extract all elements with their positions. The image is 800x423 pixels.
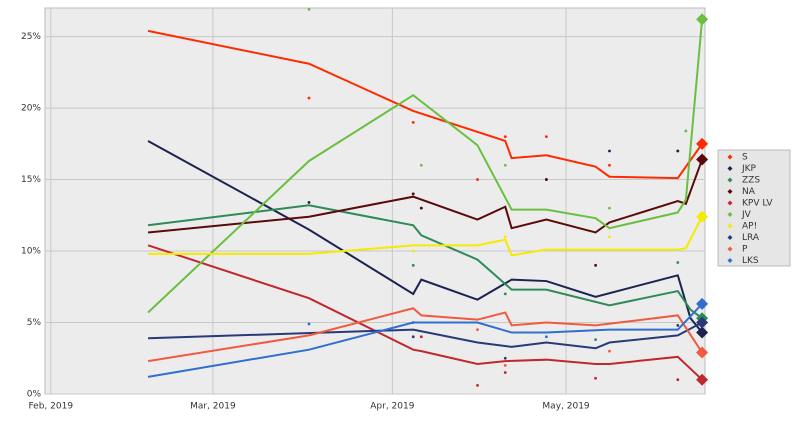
trend-line [147, 303, 703, 378]
trend-line [147, 29, 703, 180]
poll-dot [476, 328, 479, 332]
poll-dot [411, 192, 415, 196]
poll-dot [594, 338, 597, 342]
legend-marker [727, 258, 733, 263]
poll-dot [419, 206, 423, 210]
x-tick-label: May, 2019 [542, 402, 590, 412]
trend-line [147, 19, 704, 314]
result-marker [696, 137, 709, 150]
trend-line [148, 216, 703, 257]
result-marker [696, 210, 709, 223]
poll-dot [676, 149, 680, 153]
x-tick-label: Mar, 2019 [190, 402, 236, 412]
poll-dot [594, 376, 597, 380]
poll-dot [411, 263, 415, 267]
result-marker [696, 326, 709, 339]
poll-dot [503, 163, 507, 167]
poll-dot [307, 96, 311, 100]
trend-line [148, 321, 703, 350]
poll-dot [608, 235, 611, 239]
legend-marker [727, 235, 733, 240]
trend-line [147, 307, 703, 363]
legend-label: NA [742, 187, 756, 197]
y-tick-label: 10% [21, 247, 41, 257]
poll-dot [503, 135, 507, 139]
result-marker [696, 346, 709, 359]
result-marker [696, 13, 709, 26]
plot-area [44, 7, 706, 395]
poll-dot [676, 378, 680, 382]
legend-marker [727, 177, 733, 183]
poll-dot [544, 178, 548, 181]
y-tick-label: 0% [27, 390, 42, 400]
poll-dot [307, 201, 311, 204]
legend-label: AP! [742, 222, 757, 232]
legend-label: LKS [742, 256, 759, 266]
legend-label: JV [741, 210, 752, 220]
poll-dot [676, 323, 680, 327]
trend-line [147, 140, 703, 334]
poll-dot [503, 356, 507, 360]
poll-dot [608, 349, 611, 353]
poll-dot [411, 335, 415, 339]
poll-dot [476, 384, 479, 387]
poll-dot [544, 335, 548, 339]
legend-label: LRA [742, 233, 760, 243]
legend-marker [727, 200, 733, 206]
poll-dot [503, 292, 507, 296]
y-tick-label: 5% [27, 318, 42, 328]
poll-dot [503, 235, 507, 239]
legend-marker [727, 212, 733, 217]
legend-label: P [742, 245, 748, 255]
poll-dot [684, 129, 688, 133]
legend-marker [727, 223, 733, 229]
poll-dot [608, 206, 611, 210]
poll-dot [503, 371, 507, 374]
x-tick-label: Apr, 2019 [370, 402, 414, 412]
poll-dot [503, 364, 507, 367]
poll-dot [676, 261, 680, 264]
poll-dot [476, 178, 479, 181]
poll-dot [307, 322, 311, 326]
legend-marker [727, 166, 733, 171]
poll-dot [608, 149, 611, 153]
y-tick-label: 20% [21, 104, 41, 114]
poll-dot [594, 263, 597, 267]
legend-marker [727, 154, 733, 160]
x-tick-label: Feb, 2019 [29, 402, 74, 412]
poll-dot [419, 335, 423, 339]
poll-dot [608, 163, 611, 167]
poll-dot [307, 8, 311, 11]
poll-dot [544, 135, 548, 139]
y-tick-label: 15% [21, 175, 41, 185]
result-marker [696, 373, 709, 386]
poll-dot [411, 120, 415, 124]
result-marker [696, 316, 709, 329]
legend-label: KPV LV [742, 199, 773, 209]
poll-dot [411, 249, 415, 253]
legend-label: S [742, 153, 748, 163]
result-marker [696, 153, 709, 166]
trend-line [147, 159, 704, 234]
y-tick-label: 25% [21, 32, 41, 42]
legend-marker [727, 189, 733, 194]
legend-label: JKP [741, 164, 757, 174]
result-marker [696, 297, 709, 310]
trend-line [147, 204, 703, 320]
poll-dot [419, 163, 423, 167]
legend-label: ZZS [742, 176, 760, 186]
legend-marker [727, 246, 733, 252]
